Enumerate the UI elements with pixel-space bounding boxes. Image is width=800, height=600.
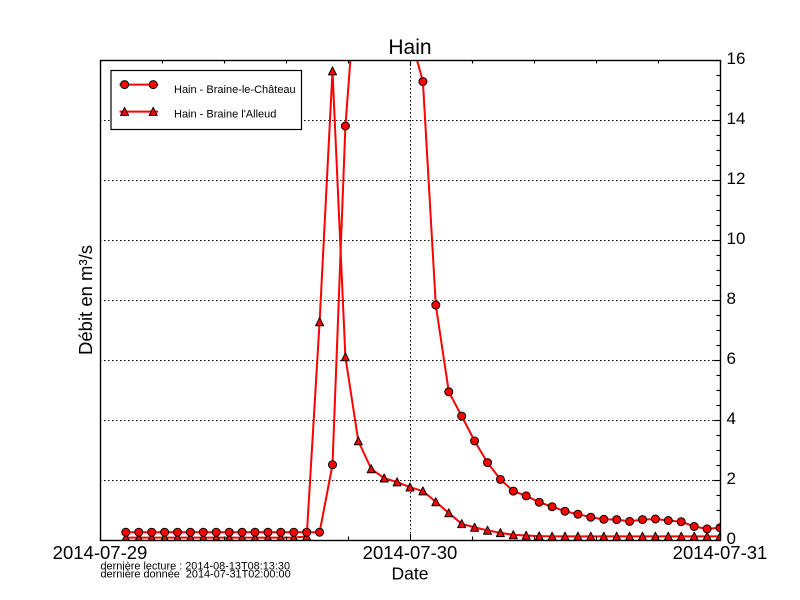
svg-text:Hain - Braine l'Alleud: Hain - Braine l'Alleud — [174, 108, 276, 120]
svg-text:dernière lecture : 2014-08-13T: dernière lecture : 2014-08-13T08:13:30 — [101, 560, 291, 572]
svg-text:8: 8 — [727, 289, 736, 308]
svg-text:Hain: Hain — [388, 36, 431, 59]
svg-text:2014-07-29: 2014-07-29 — [53, 542, 148, 563]
svg-text:16: 16 — [727, 49, 746, 68]
svg-text:6: 6 — [727, 349, 736, 368]
svg-text:2: 2 — [727, 469, 736, 488]
svg-text:10: 10 — [727, 229, 746, 248]
svg-text:2014-07-30: 2014-07-30 — [363, 542, 458, 563]
svg-text:Hain - Braine-le-Château: Hain - Braine-le-Château — [174, 84, 296, 96]
svg-text:Date: Date — [392, 564, 429, 584]
svg-text:14: 14 — [727, 109, 746, 128]
svg-text:12: 12 — [727, 169, 746, 188]
svg-text:dernière donnée 2014-07-31T02: dernière donnée 2014-07-31T02:00:00 — [101, 569, 291, 581]
svg-text:4: 4 — [727, 409, 736, 428]
svg-text:Débit en m³/s: Débit en m³/s — [75, 245, 96, 355]
svg-text:0: 0 — [727, 529, 736, 548]
svg-text:2014-07-31: 2014-07-31 — [673, 542, 768, 563]
